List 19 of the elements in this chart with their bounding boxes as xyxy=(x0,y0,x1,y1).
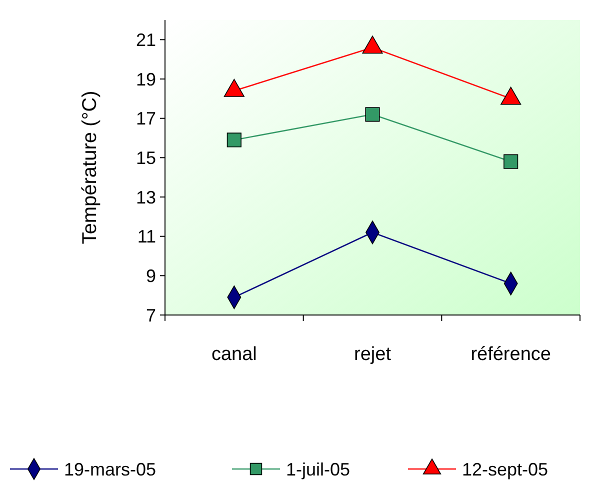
y-tick-label: 13 xyxy=(136,187,156,208)
point xyxy=(224,78,244,97)
legend-label: 1-juil-05 xyxy=(286,459,350,480)
y-axis-title: Température (°C) xyxy=(79,90,101,244)
y-tick-label: 15 xyxy=(136,148,156,168)
x-tick-label: référence xyxy=(470,344,551,365)
y-tick-label: 19 xyxy=(136,69,156,90)
x-tick-label: rejet xyxy=(354,344,392,365)
y-tick-label: 9 xyxy=(146,266,156,286)
legend-label: 12-sept-05 xyxy=(462,459,548,480)
point xyxy=(362,36,383,54)
y-tick-label: 11 xyxy=(137,226,156,247)
point xyxy=(504,154,518,169)
legend-label: 19-mars-05 xyxy=(64,459,156,480)
y-tick-label: 21 xyxy=(136,30,156,50)
y-tick-label: 17 xyxy=(136,108,156,129)
point xyxy=(500,86,522,105)
y-tick-label: 7 xyxy=(146,305,156,326)
x-tick-label: canal xyxy=(211,344,257,365)
